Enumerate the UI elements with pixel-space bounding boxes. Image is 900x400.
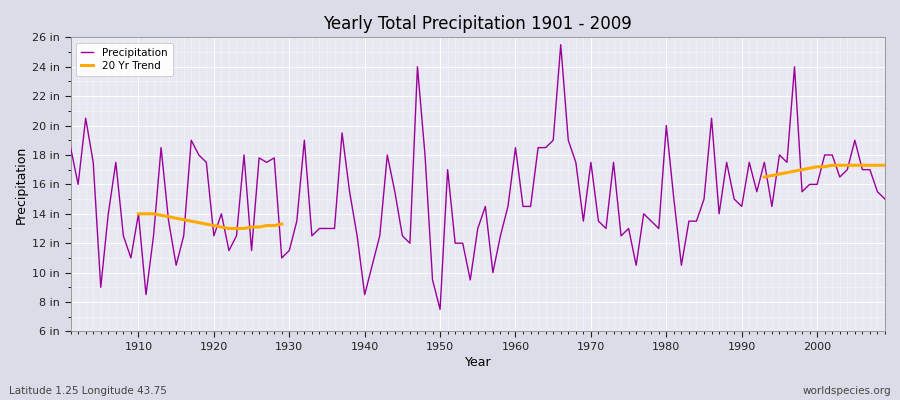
Title: Yearly Total Precipitation 1901 - 2009: Yearly Total Precipitation 1901 - 2009 [323, 15, 632, 33]
Precipitation [879, 197, 890, 202]
Precipitation [292, 219, 302, 224]
20 Yr Trend [133, 211, 144, 216]
20 Yr Trend [216, 225, 227, 230]
20 Yr Trend [209, 223, 220, 228]
Precipitation [125, 256, 136, 260]
20 Yr Trend [148, 211, 159, 216]
20 Yr Trend [163, 214, 174, 219]
Y-axis label: Precipitation: Precipitation [15, 145, 28, 224]
Precipitation [555, 42, 566, 47]
20 Yr Trend [247, 225, 257, 230]
20 Yr Trend [201, 222, 212, 226]
20 Yr Trend [140, 211, 151, 216]
Precipitation [518, 204, 528, 209]
Text: Latitude 1.25 Longitude 43.75: Latitude 1.25 Longitude 43.75 [9, 386, 166, 396]
Precipitation [510, 145, 521, 150]
Precipitation [337, 130, 347, 135]
20 Yr Trend [254, 225, 265, 230]
20 Yr Trend [156, 213, 166, 218]
Legend: Precipitation, 20 Yr Trend: Precipitation, 20 Yr Trend [76, 42, 173, 76]
20 Yr Trend [171, 216, 182, 220]
20 Yr Trend [185, 219, 196, 224]
20 Yr Trend [194, 220, 204, 225]
Line: 20 Yr Trend: 20 Yr Trend [139, 214, 282, 228]
20 Yr Trend [276, 222, 287, 226]
Text: worldspecies.org: worldspecies.org [803, 386, 891, 396]
20 Yr Trend [238, 226, 249, 231]
Precipitation [65, 145, 76, 150]
20 Yr Trend [223, 226, 234, 231]
Line: Precipitation: Precipitation [70, 45, 885, 309]
X-axis label: Year: Year [464, 356, 491, 369]
20 Yr Trend [178, 217, 189, 222]
20 Yr Trend [231, 226, 242, 231]
20 Yr Trend [269, 223, 280, 228]
20 Yr Trend [261, 223, 272, 228]
Precipitation [616, 234, 626, 238]
Precipitation [435, 307, 446, 312]
